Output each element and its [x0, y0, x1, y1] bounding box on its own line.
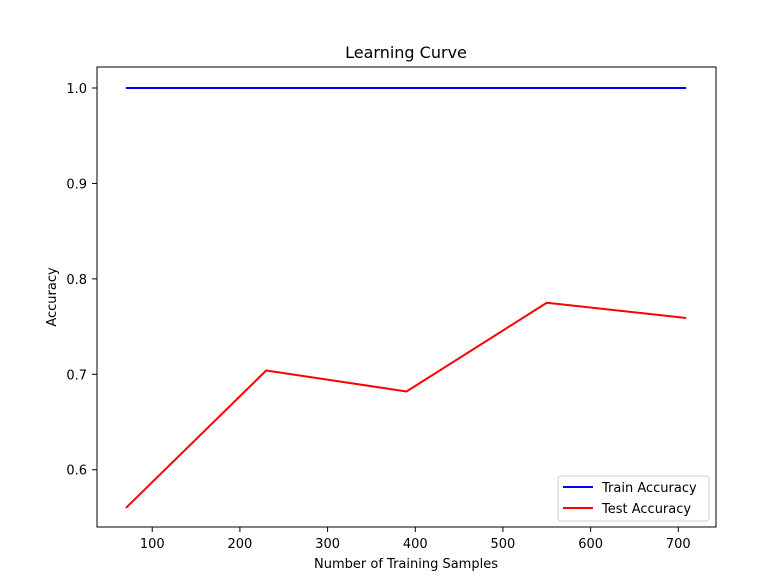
chart-title: Learning Curve [345, 43, 467, 62]
legend-label-train-accuracy: Train Accuracy [601, 481, 697, 496]
y-tick-label: 0.8 [66, 273, 87, 288]
y-tick-label: 1.0 [66, 82, 87, 97]
y-tick-label: 0.7 [66, 368, 87, 383]
x-tick-label: 300 [315, 537, 340, 552]
x-axis-label: Number of Training Samples [314, 557, 498, 572]
x-tick-label: 400 [403, 537, 428, 552]
x-tick-label: 100 [140, 537, 165, 552]
x-tick-label: 700 [666, 537, 691, 552]
y-tick-label: 0.9 [66, 177, 87, 192]
legend-label-test-accuracy: Test Accuracy [601, 502, 691, 517]
y-axis-label: Accuracy [45, 267, 60, 327]
y-tick-label: 0.6 [66, 464, 87, 479]
legend: Train Accuracy Test Accuracy [558, 476, 709, 521]
x-tick-label: 600 [578, 537, 603, 552]
x-tick-label: 500 [491, 537, 516, 552]
x-tick-label: 200 [227, 537, 252, 552]
